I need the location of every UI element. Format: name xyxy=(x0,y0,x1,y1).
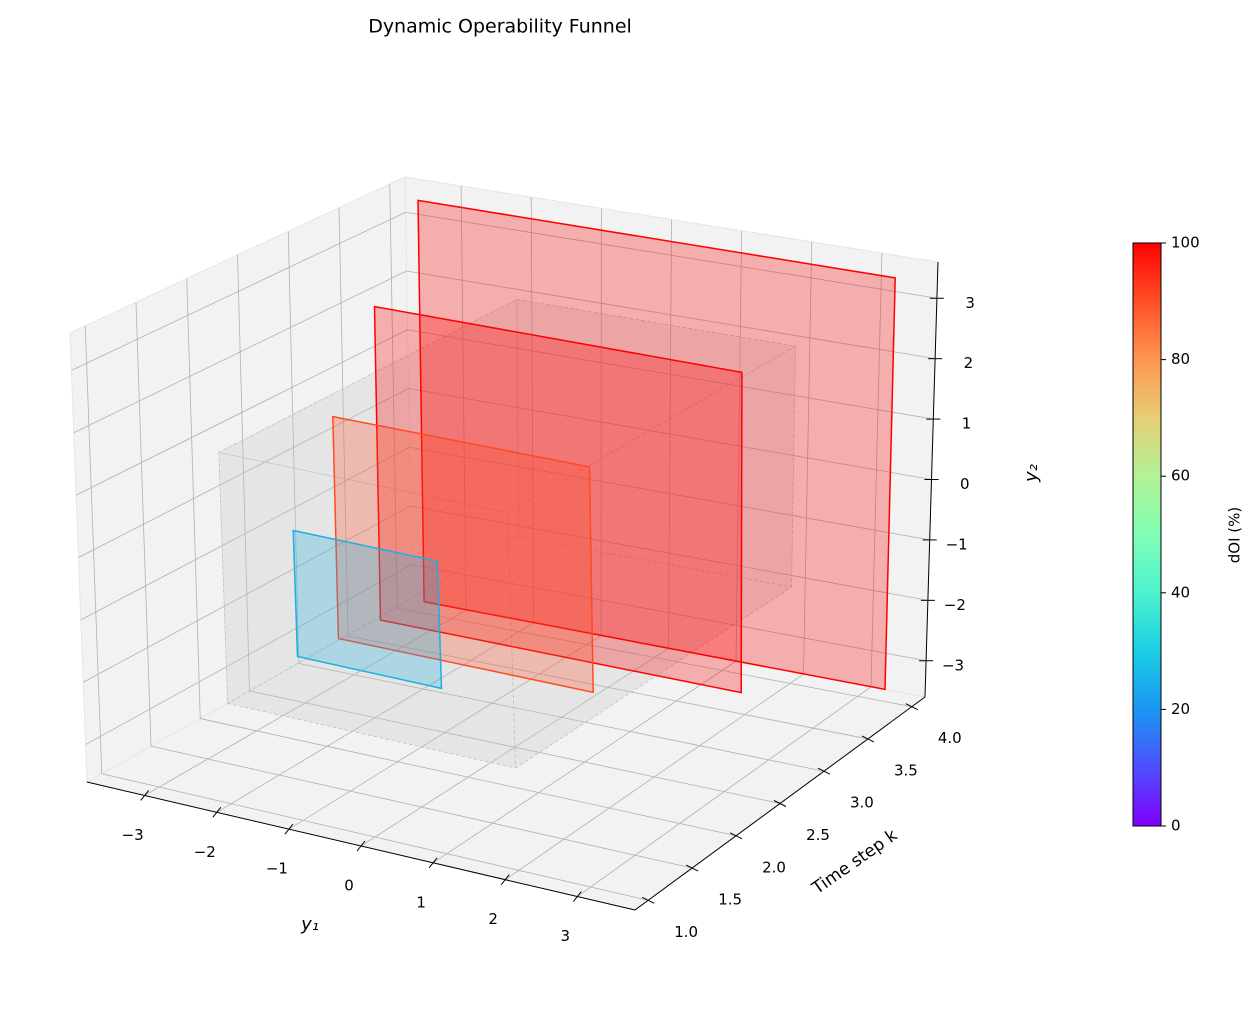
colorbar-tick-label: 100 xyxy=(1171,234,1200,252)
grid-line xyxy=(411,564,927,662)
tick-mark xyxy=(861,735,875,743)
grid-line xyxy=(80,446,410,621)
grid-line xyxy=(73,270,407,434)
tick-label: 1.5 xyxy=(718,891,742,909)
tick-mark xyxy=(905,703,919,711)
colorbar-tick-label: 0 xyxy=(1171,817,1181,835)
funnel-slice xyxy=(373,305,743,694)
grid-line xyxy=(78,388,409,558)
pane xyxy=(69,176,413,783)
grid-line xyxy=(85,564,412,745)
funnel-slice xyxy=(292,529,443,690)
tick-label: 3 xyxy=(561,927,571,945)
grid-line xyxy=(75,329,408,496)
grid-line xyxy=(406,270,936,360)
tick-label: 1.0 xyxy=(674,923,698,941)
target-region xyxy=(217,299,797,513)
grid-line xyxy=(83,505,411,683)
tick-mark xyxy=(817,767,831,775)
tick-mark xyxy=(500,874,510,885)
funnel-slice xyxy=(417,199,896,691)
tick-mark xyxy=(428,857,438,869)
tick-label: 2.0 xyxy=(762,858,786,876)
tick-label: 3.5 xyxy=(894,761,918,779)
tick-label: −3 xyxy=(122,826,144,844)
grid-line xyxy=(249,690,781,804)
funnel-slice xyxy=(332,415,594,694)
grid-line xyxy=(410,505,928,601)
tick-label: −2 xyxy=(944,596,966,614)
grid-line xyxy=(405,211,937,299)
tick-mark xyxy=(140,790,150,801)
grid-line xyxy=(298,663,825,772)
colorbar-label: dOI (%) xyxy=(1226,507,1244,563)
tick-label: −1 xyxy=(266,860,288,878)
tick-mark xyxy=(773,800,787,807)
x-axis-label: y₁ xyxy=(300,914,319,935)
grid-line xyxy=(397,607,912,708)
tick-label: 3.0 xyxy=(850,794,874,812)
grid-line xyxy=(407,329,934,420)
colorbar-tick-label: 40 xyxy=(1171,583,1190,601)
tick-label: 1 xyxy=(962,415,972,433)
grid-line xyxy=(409,446,930,541)
z-axis-label: y₂ xyxy=(1021,464,1042,483)
grid-line xyxy=(200,718,737,837)
tick-mark xyxy=(284,823,294,835)
tick-mark xyxy=(729,832,743,840)
colorbar-tick-label: 80 xyxy=(1171,350,1190,368)
grid-line xyxy=(150,745,693,869)
colorbar-tick-label: 20 xyxy=(1171,700,1190,718)
tick-label: −2 xyxy=(194,843,216,861)
chart-title: Dynamic Operability Funnel xyxy=(368,16,632,38)
tick-mark xyxy=(685,864,699,872)
tick-label: 1 xyxy=(416,893,426,911)
grid-line xyxy=(101,773,649,901)
tick-label: 2 xyxy=(964,354,974,372)
tick-label: 2.5 xyxy=(806,826,830,844)
tick-label: 3 xyxy=(965,294,975,312)
grid-line xyxy=(408,388,932,480)
tick-mark xyxy=(572,891,582,902)
grid-line xyxy=(71,211,406,371)
tick-label: 0 xyxy=(344,877,354,895)
tick-mark xyxy=(212,807,222,818)
tick-label: −1 xyxy=(946,535,968,553)
colorbar xyxy=(1132,242,1162,827)
tick-label: 0 xyxy=(960,475,970,493)
colorbar-tick-label: 60 xyxy=(1171,467,1190,485)
tick-label: 4.0 xyxy=(938,729,962,747)
tick-mark xyxy=(641,896,655,904)
grid-line xyxy=(347,635,868,740)
tick-label: −3 xyxy=(942,656,964,674)
tick-label: 2 xyxy=(488,910,498,928)
tick-mark xyxy=(356,840,366,852)
target-region xyxy=(507,345,796,769)
